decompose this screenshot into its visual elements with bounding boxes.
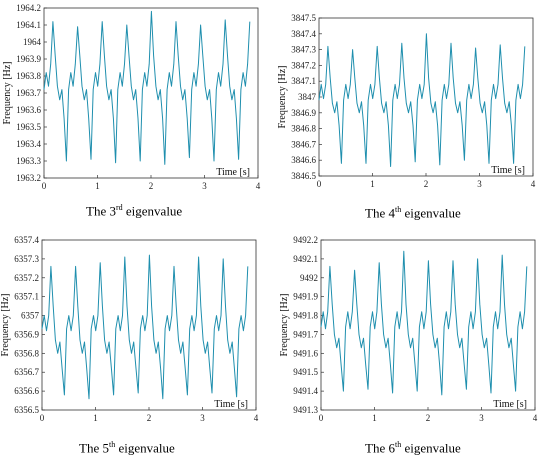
y-tick-label: 6357.3 [14,254,39,264]
caption-text: The 5 [79,440,109,456]
caption-5th-eigenvalue: The 5th eigenvalue [79,440,175,456]
x-axis-label: Time [s] [491,165,525,176]
caption-text: The 4 [365,205,395,221]
caption-text-suffix: eigenvalue [401,440,461,456]
y-tick-label: 3847.4 [291,29,316,39]
x-tick-label: 1 [370,179,375,189]
y-tick-label: 6356.9 [14,329,39,339]
caption-text: The 3 [86,203,116,219]
y-tick-label: 9492.1 [293,254,318,264]
y-axis-label: Frequency [Hz] [279,293,290,356]
y-tick-label: 6357 [21,311,40,321]
caption-4th-eigenvalue: The 4th eigenvalue [365,205,461,221]
x-tick-label: 0 [40,413,45,423]
y-tick-label: 9491.6 [293,348,318,358]
x-tick-label: 1 [93,413,98,423]
x-axis-label: Time [s] [493,399,527,410]
y-axis-label: Frequency [Hz] [2,61,13,124]
y-tick-label: 3847.5 [291,13,316,23]
x-tick-label: 2 [147,413,152,423]
caption-superscript: rd [115,203,123,212]
y-tick-label: 6357.1 [14,292,39,302]
x-tick-label: 2 [149,181,154,191]
y-axis-label: Frequency [Hz] [0,293,11,356]
x-tick-label: 4 [531,179,536,189]
caption-text-suffix: eigenvalue [115,440,175,456]
caption-text: The 6 [365,440,395,456]
series-line [41,254,249,400]
chart-panel-4th-eigenvalue: 3846.5 3846.6 3846.7 3846.8 3846.9 3847 3847.1… [275,0,550,230]
caption-superscript: th [108,440,116,449]
y-tick-label: 3846.7 [291,139,316,149]
x-tick-label: 4 [254,413,259,423]
y-tick-label: 3847.2 [291,60,316,70]
y-tick-label: 3846.6 [291,155,316,165]
y-tick-label: 3846.9 [291,108,316,118]
x-tick-label: 3 [477,179,482,189]
y-tick-label: 6357.2 [14,273,39,283]
y-tick-label: 9491.5 [293,367,318,377]
chart-4th-eigenvalue: 3846.5 3846.6 3846.7 3846.8 3846.9 3847 3847.1… [277,13,536,189]
y-tick-label: 1963.6 [16,105,41,115]
x-tick-label: 4 [256,181,261,191]
y-tick-label: 1963.7 [16,88,41,98]
y-tick-label: 9491.3 [293,405,318,415]
x-tick-label: 0 [319,413,324,423]
y-tick-label: 1964.1 [16,20,41,30]
x-tick-label: 2 [424,179,429,189]
y-tick-label: 3847.3 [291,45,316,55]
x-tick-label: 3 [202,181,207,191]
series-line [318,33,526,167]
y-axis-label: Frequency [Hz] [277,65,288,128]
y-tick-label: 1963.4 [16,139,41,149]
series-line [43,10,251,165]
chart-panel-6th-eigenvalue: 9491.3 9491.4 9491.5 9491.6 9491.7 9491.8 9491… [275,230,550,463]
x-axis-label: Time [s] [216,167,250,178]
y-tick-label: 1963.8 [16,71,41,81]
x-tick-label: 2 [426,413,431,423]
y-tick-label: 3847 [298,92,317,102]
x-tick-label: 3 [479,413,484,423]
y-tick-label: 6356.6 [14,386,39,396]
y-tick-label: 9491.9 [293,292,318,302]
chart-panel-5th-eigenvalue: 6356.5 6356.6 6356.7 6356.8 6356.9 6357 6357.1… [0,230,275,463]
y-tick-label: 9491.8 [293,311,318,321]
caption-text-suffix: eigenvalue [401,205,461,221]
y-tick-label: 6356.5 [14,405,39,415]
y-tick-label: 3846.5 [291,171,316,181]
x-tick-label: 3 [200,413,205,423]
y-tick-label: 1963.9 [16,54,41,64]
chart-6th-eigenvalue: 9491.3 9491.4 9491.5 9491.6 9491.7 9491.8 9491… [279,235,538,423]
y-tick-label: 3847.1 [291,76,316,86]
y-tick-label: 1963.3 [16,156,41,166]
x-tick-label: 0 [317,179,322,189]
x-axis-label: Time [s] [214,399,248,410]
caption-superscript: th [394,440,402,449]
y-tick-label: 6356.8 [14,348,39,358]
caption-superscript: th [394,205,402,214]
y-tick-label: 6357.4 [14,235,39,245]
x-tick-label: 1 [95,181,100,191]
y-tick-label: 9492 [300,273,318,283]
chart-3rd-eigenvalue: 1963.2 1963.3 1963.4 1963.5 1963.6 1963.7 1963… [2,3,261,191]
chart-5th-eigenvalue: 6356.5 6356.6 6356.7 6356.8 6356.9 6357 6357.1… [0,235,259,423]
x-tick-label: 0 [42,181,47,191]
y-tick-label: 9491.7 [293,329,318,339]
y-tick-label: 1963.2 [16,173,41,183]
y-tick-label: 6356.7 [14,367,39,377]
series-line [320,250,528,396]
x-tick-label: 4 [533,413,538,423]
y-tick-label: 3846.8 [291,124,316,134]
x-tick-label: 1 [372,413,377,423]
chart-panel-3rd-eigenvalue: 1963.2 1963.3 1963.4 1963.5 1963.6 1963.7 1963… [0,0,275,230]
y-tick-label: 1964.2 [16,3,41,13]
y-tick-label: 1964 [23,37,42,47]
caption-3rd-eigenvalue: The 3rd eigenvalue [86,203,182,219]
y-tick-label: 1963.5 [16,122,41,132]
y-tick-label: 9491.4 [293,386,318,396]
caption-6th-eigenvalue: The 6th eigenvalue [365,440,461,456]
y-tick-label: 9492.2 [293,235,318,245]
caption-text-suffix: eigenvalue [122,203,183,219]
